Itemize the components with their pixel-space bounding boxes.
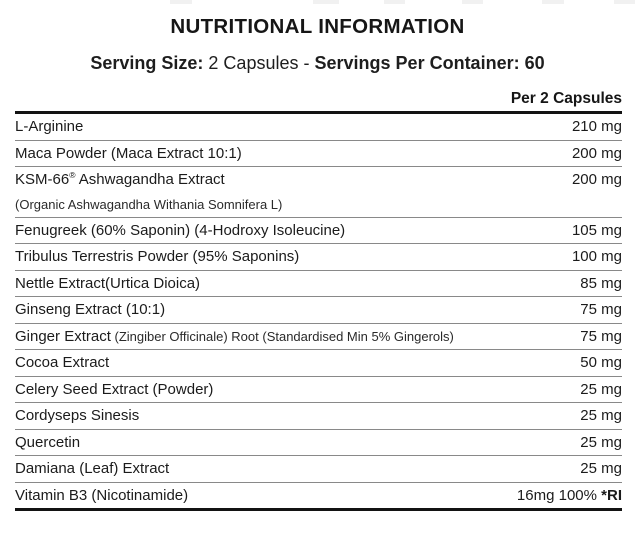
ingredient-amount: 50 mg [580, 354, 622, 372]
ingredient-name: KSM-66® Ashwagandha Extract [15, 170, 225, 189]
ingredient-amount: 25 mg [580, 433, 622, 451]
registered-trademark-symbol: ® [69, 170, 76, 181]
ingredient-name: Vitamin B3 (Nicotinamide) [15, 486, 189, 504]
table-row-main: Fenugreek (60% Saponin) (4-Hodroxy Isole… [15, 218, 622, 244]
servings-per-container-value: 60 [524, 53, 545, 73]
ingredient-name: L-Arginine [15, 118, 84, 136]
ingredient-name: Quercetin [15, 433, 81, 451]
crop-artifact [462, 0, 483, 4]
table-rows: L-Arginine 210 mg Maca Powder (Maca Extrac… [15, 114, 622, 511]
table-row-main: Damiana (Leaf) Extract 25 mg [15, 456, 622, 482]
ingredient-name: Ginger Extract (Zingiber Officinale) Roo… [15, 327, 454, 345]
table-row-main: Cocoa Extract 50 mg [15, 350, 622, 376]
table-row-main: Celery Seed Extract (Powder) 25 mg [15, 377, 622, 403]
table-row-main: KSM-66® Ashwagandha Extract 200 mg [15, 167, 622, 193]
ingredient-name: Celery Seed Extract (Powder) [15, 380, 214, 398]
ingredient-amount: 210 mg [571, 118, 622, 136]
ingredient-name: Ginseng Extract (10:1) [15, 301, 166, 319]
ingredient-name-detail: (Zingiber Officinale) Root (Standardised… [110, 328, 454, 344]
table-row-main: Cordyseps Sinesis 25 mg [15, 403, 622, 429]
ingredient-name: Cocoa Extract [15, 354, 110, 372]
table-row: Cordyseps Sinesis 25 mg [15, 403, 622, 430]
table-row: KSM-66® Ashwagandha Extract 200 mg (Organi… [15, 167, 622, 218]
ingredient-amount: 75 mg [580, 301, 622, 319]
table-row: Quercetin 25 mg [15, 430, 622, 456]
table-row-main: Maca Powder (Maca Extract 10:1) 200 mg [15, 141, 622, 167]
ingredient-amount: 25 mg [580, 460, 622, 478]
serving-size-value: 2 Capsules [208, 53, 299, 73]
table-row: Fenugreek (60% Saponin) (4-Hodroxy Isole… [15, 218, 622, 244]
ingredient-name: Nettle Extract(Urtica Dioica) [15, 274, 201, 292]
ingredient-amount: 200 mg [571, 171, 622, 189]
separator-dash: - [303, 53, 310, 73]
table-row: L-Arginine 210 mg [15, 114, 622, 141]
page-title: NUTRITIONAL INFORMATION [170, 15, 465, 38]
table-row-main: Nettle Extract(Urtica Dioica) 85 mg [15, 271, 622, 297]
nutrition-table: Per 2 Capsules L-Arginine 210 mg Maca Powd… [15, 90, 622, 511]
table-row-main: Tribulus Terrestris Powder (95% Saponins… [15, 244, 622, 270]
crop-artifact [170, 0, 192, 4]
table-row: Ginseng Extract (10:1) 75 mg [15, 297, 622, 324]
ingredient-amount: 100 mg [571, 248, 622, 266]
crop-artifact [542, 0, 564, 4]
table-row-main: Vitamin B3 (Nicotinamide) 16mg 100% *RI [15, 483, 622, 509]
ingredient-amount: 105 mg [571, 221, 622, 239]
ingredient-amount: 75 mg [580, 327, 622, 345]
ingredient-name: Tribulus Terrestris Powder (95% Saponins… [15, 248, 300, 266]
ingredient-subname: (Organic Ashwagandha Withania Somnifera … [15, 197, 283, 212]
column-header-per-2-capsules: Per 2 Capsules [15, 90, 622, 114]
ingredient-name: Fenugreek (60% Saponin) (4-Hodroxy Isole… [15, 221, 346, 239]
crop-artifact [614, 0, 635, 4]
serving-info-line: Serving Size: 2 Capsules - Servings Per … [0, 53, 635, 74]
ingredient-amount: 200 mg [571, 144, 622, 162]
table-row-main: Quercetin 25 mg [15, 430, 622, 456]
serving-size-label: Serving Size: [90, 53, 204, 73]
table-row-main: Ginseng Extract (10:1) 75 mg [15, 297, 622, 323]
table-row: Nettle Extract(Urtica Dioica) 85 mg [15, 271, 622, 297]
ingredient-amount: 25 mg [580, 380, 622, 398]
crop-artifact [384, 0, 405, 4]
ingredient-name: Cordyseps Sinesis [15, 407, 140, 425]
ingredient-name: Damiana (Leaf) Extract [15, 460, 170, 478]
table-row: Tribulus Terrestris Powder (95% Saponins… [15, 244, 622, 271]
table-row: Cocoa Extract 50 mg [15, 350, 622, 377]
crop-artifact [313, 0, 339, 4]
table-row: Vitamin B3 (Nicotinamide) 16mg 100% *RI [15, 483, 622, 511]
ingredient-name: Maca Powder (Maca Extract 10:1) [15, 144, 242, 162]
table-row-main: Ginger Extract (Zingiber Officinale) Roo… [15, 324, 622, 350]
table-row: Ginger Extract (Zingiber Officinale) Roo… [15, 324, 622, 350]
ingredient-amount: 16mg 100% *RI [516, 486, 622, 504]
table-row: Maca Powder (Maca Extract 10:1) 200 mg [15, 141, 622, 167]
servings-per-container-label: Servings Per Container: [314, 53, 520, 73]
ri-marker: *RI [596, 486, 622, 504]
ingredient-amount: 85 mg [580, 274, 622, 292]
table-row: Damiana (Leaf) Extract 25 mg [15, 456, 622, 483]
table-row-main: L-Arginine 210 mg [15, 114, 622, 140]
table-row: Celery Seed Extract (Powder) 25 mg [15, 377, 622, 403]
ingredient-amount: 25 mg [580, 407, 622, 425]
